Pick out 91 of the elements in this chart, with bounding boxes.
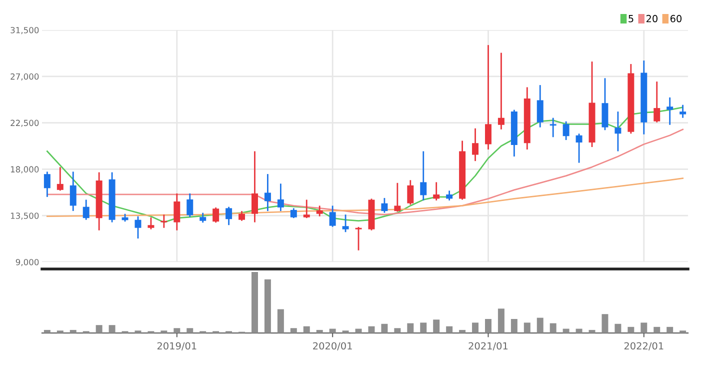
- candlestick: [316, 205, 323, 218]
- bar: [264, 279, 271, 333]
- bar: [628, 326, 634, 333]
- bar: [277, 309, 284, 333]
- x-tick-label: 2019/01: [157, 342, 196, 350]
- candlestick: [148, 216, 154, 230]
- candlestick: [212, 206, 220, 224]
- y-tick-label: 13,500: [10, 212, 39, 220]
- bar: [251, 272, 258, 333]
- bar: [329, 328, 336, 333]
- bar: [510, 318, 518, 333]
- candlestick: [160, 214, 168, 229]
- candlestick: [329, 205, 336, 228]
- bar: [654, 326, 660, 333]
- line-series: [46, 128, 684, 216]
- candlestick: [550, 117, 556, 138]
- legend-label: 20: [646, 14, 658, 22]
- bar: [368, 326, 375, 333]
- candlestick: [536, 84, 544, 128]
- bar: [420, 322, 427, 333]
- bar: [433, 320, 440, 333]
- candlestick: [82, 199, 90, 221]
- candlestick: [446, 190, 453, 202]
- bar: [484, 318, 492, 333]
- candlestick: [562, 120, 570, 141]
- bar: [666, 326, 674, 333]
- candlestick: [264, 173, 271, 212]
- candlestick: [680, 104, 686, 119]
- candlestick: [614, 110, 622, 152]
- candlestick: [251, 150, 258, 223]
- candlestick: [407, 179, 414, 206]
- candlestick: [290, 207, 297, 219]
- bar: [355, 328, 362, 333]
- bar: [316, 330, 323, 333]
- y-tick-label: 22,500: [10, 120, 39, 127]
- candlestick: [44, 170, 50, 198]
- legend-label: 5: [628, 15, 634, 22]
- candlestick: [238, 210, 246, 222]
- bar: [108, 325, 116, 333]
- bar: [550, 323, 556, 333]
- candlestick: [186, 192, 194, 218]
- line-series: [46, 178, 684, 218]
- candlestick: [355, 226, 362, 252]
- bar: [290, 328, 297, 333]
- bar: [186, 328, 194, 333]
- bar: [381, 324, 388, 333]
- bar: [394, 328, 401, 333]
- y-tick-label: 9,000: [16, 258, 39, 266]
- candlestick: [394, 182, 401, 212]
- candlestick: [433, 181, 440, 202]
- candlestick: [576, 132, 582, 164]
- bar: [70, 330, 76, 333]
- bar: [303, 326, 310, 333]
- candlestick: [666, 96, 674, 126]
- y-tick-label: 31,500: [10, 26, 39, 34]
- bar: [536, 318, 544, 333]
- candlestick: [277, 182, 284, 212]
- candlestick: [472, 128, 479, 162]
- candlestick: [420, 150, 427, 202]
- bar: [524, 322, 530, 333]
- bar: [459, 330, 466, 333]
- bar: [602, 314, 608, 333]
- bar: [407, 323, 414, 333]
- bar: [562, 328, 570, 333]
- candlestick: [342, 214, 349, 233]
- candlestick: [226, 206, 232, 226]
- legend-label: 60: [670, 14, 682, 22]
- x-tick-label: 2020/01: [313, 342, 352, 350]
- y-tick-label: 18,000: [10, 166, 39, 174]
- bar: [174, 328, 180, 333]
- x-tick-label: 2021/01: [468, 342, 508, 350]
- candlestick: [654, 80, 660, 124]
- bar: [588, 330, 596, 333]
- candlestick: [200, 212, 206, 224]
- bar: [446, 326, 453, 333]
- bar: [640, 322, 648, 333]
- candlestick: [134, 216, 142, 240]
- candlestick: [498, 52, 504, 130]
- candlestick: [381, 197, 388, 214]
- bar: [44, 330, 50, 333]
- bar: [472, 322, 479, 333]
- candlestick: [303, 199, 310, 219]
- bar: [614, 324, 622, 333]
- candlestick: [70, 170, 76, 212]
- y-tick-label: 27,000: [10, 73, 39, 81]
- bar: [576, 328, 582, 333]
- bar: [96, 325, 102, 333]
- bar: [498, 308, 504, 333]
- candlestick: [56, 166, 64, 192]
- candlestick: [174, 192, 180, 232]
- x-tick-label: 2022/01: [624, 342, 664, 350]
